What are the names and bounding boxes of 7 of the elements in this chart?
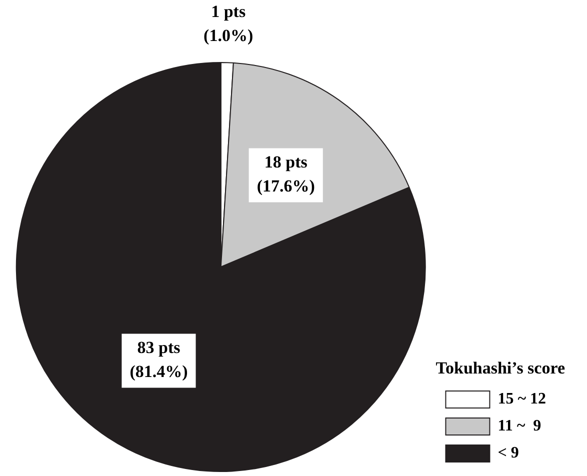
- legend-title: Tokuhashi’s score: [436, 358, 566, 378]
- data-label: 1 pts (1.0%): [204, 2, 254, 46]
- legend-label: 15 ~ 12: [498, 390, 546, 408]
- legend-label: 11 ~ 9: [498, 418, 542, 435]
- data-label: 18 pts (17.6%): [256, 152, 315, 196]
- legend-label: < 9: [498, 444, 519, 462]
- data-label: 83 pts (81.4%): [130, 338, 188, 382]
